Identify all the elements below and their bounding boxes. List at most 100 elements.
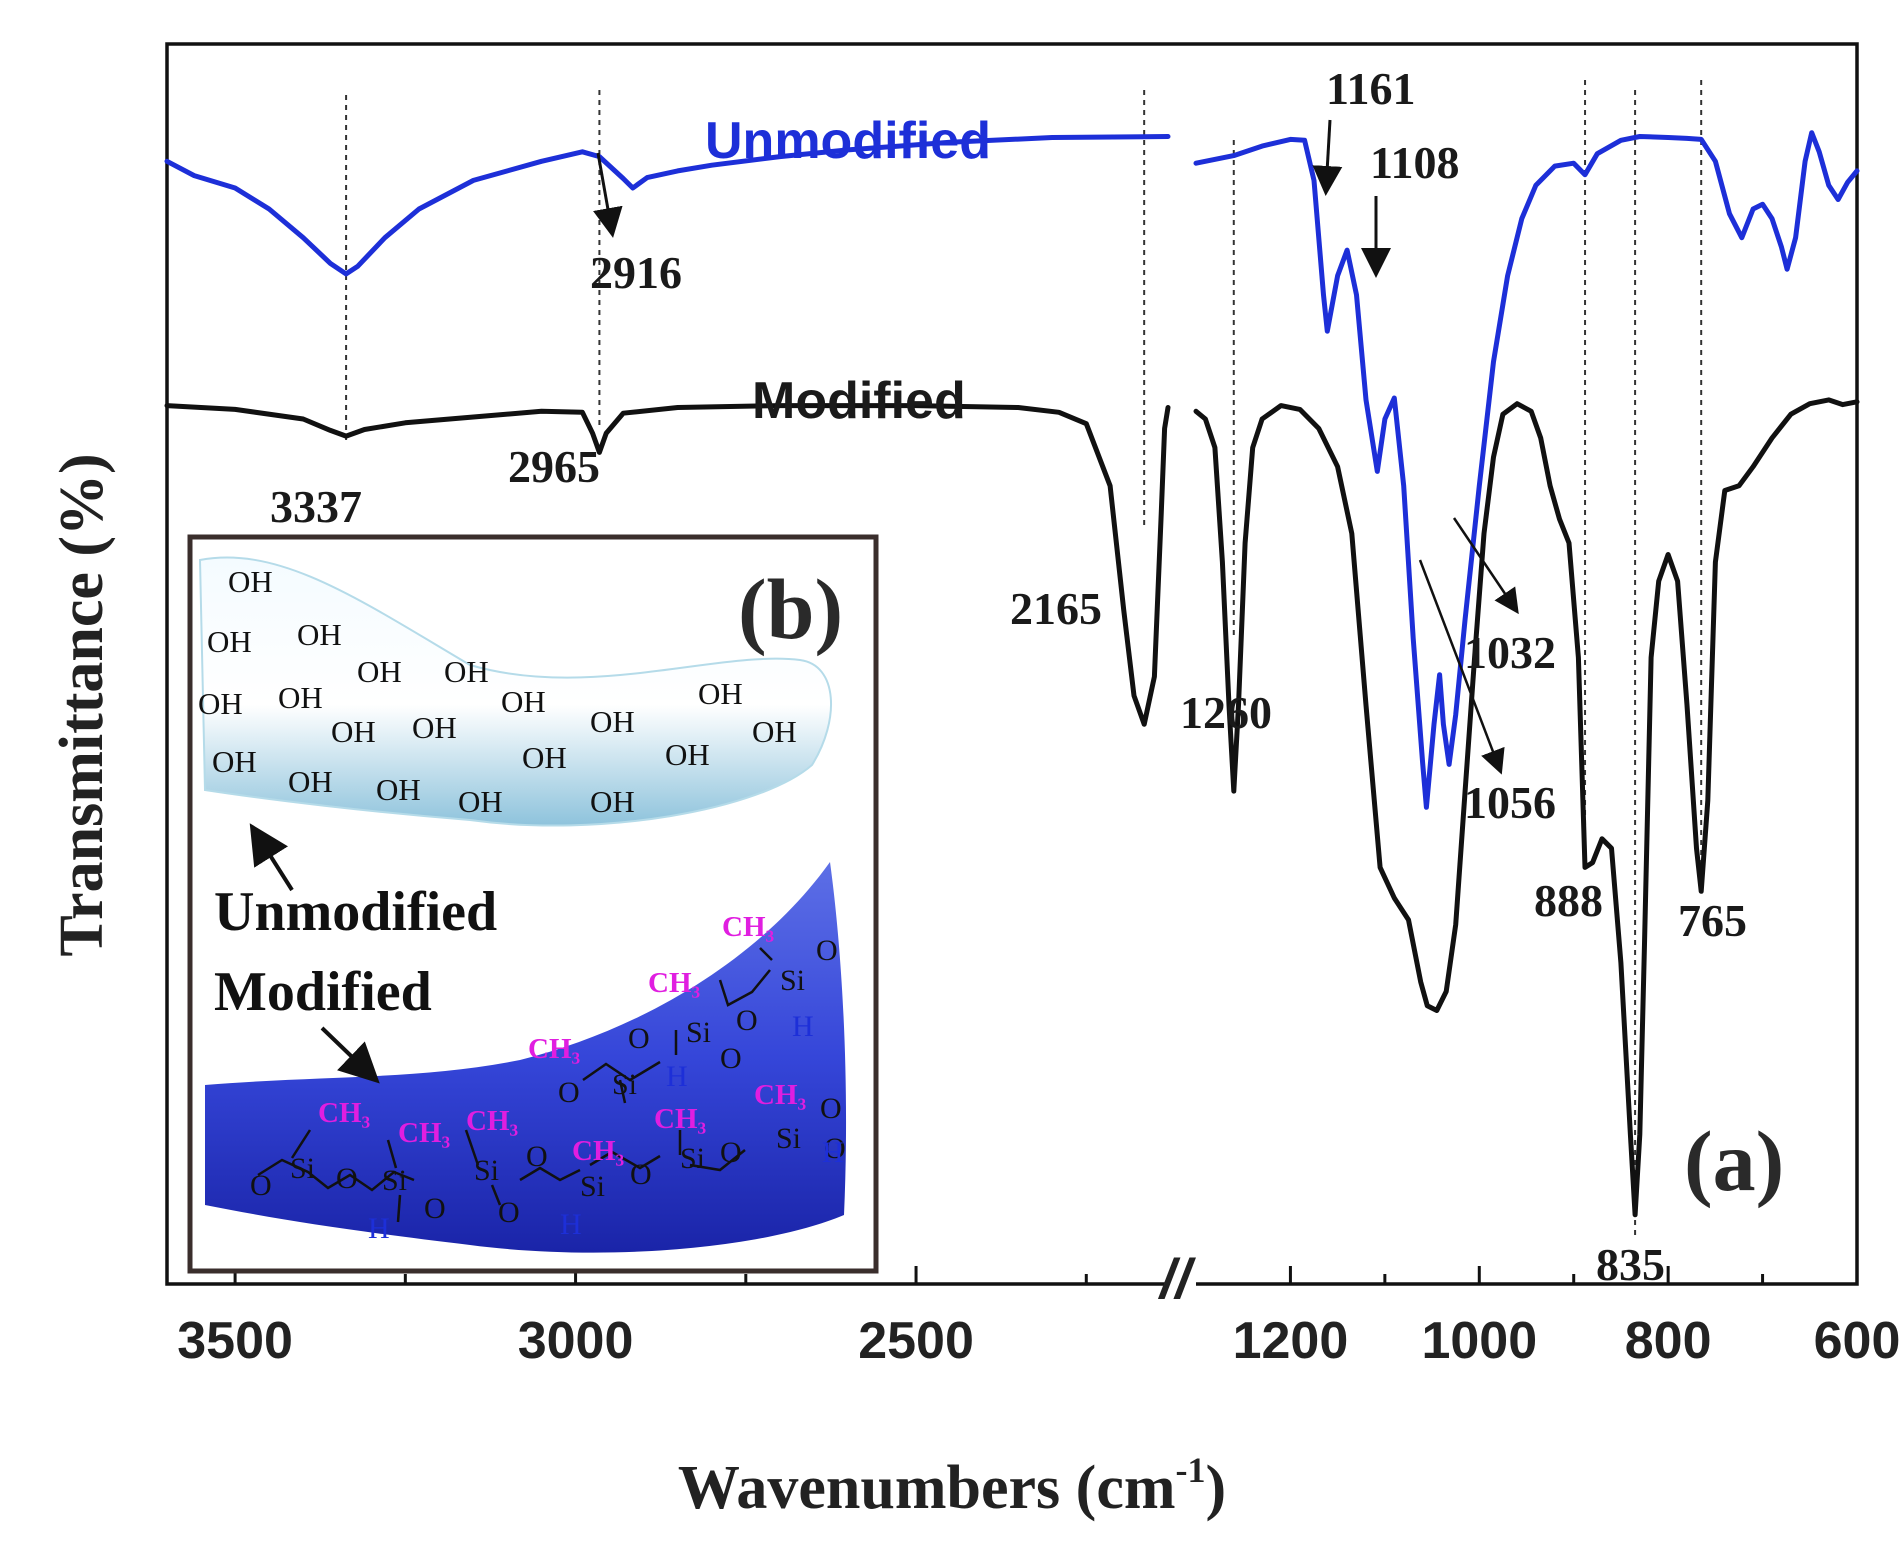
- peak-label-835: 835: [1596, 1239, 1665, 1290]
- oh-group: OH: [207, 624, 252, 659]
- o-atom: O: [250, 1169, 272, 1202]
- x-tick-label-800: 800: [1625, 1312, 1712, 1370]
- inset-label-modified: Modified: [214, 961, 432, 1023]
- arrow-1056: [1418, 559, 1505, 775]
- peak-label-1056: 1056: [1464, 777, 1556, 828]
- peak-label-765: 765: [1678, 895, 1747, 946]
- inset-label-unmodified: Unmodified: [214, 881, 497, 943]
- o-atom: O: [628, 1022, 650, 1055]
- oh-group: OH: [357, 654, 402, 689]
- oh-group: OH: [444, 654, 489, 689]
- series-line-unmodified-segment-2: [1193, 130, 1860, 810]
- oh-group: OH: [752, 714, 797, 749]
- oh-group: OH: [698, 676, 743, 711]
- ch3-group: CH₃: [722, 911, 775, 943]
- oh-group: OH: [331, 714, 376, 749]
- peak-label-888: 888: [1534, 875, 1603, 926]
- peak-label-1108: 1108: [1370, 137, 1459, 188]
- oxygen-atoms: O O O O O O O O O O O O O O: [250, 934, 846, 1229]
- oh-group: OH: [458, 784, 503, 819]
- oh-group: OH: [590, 784, 635, 819]
- o-atom: O: [630, 1158, 652, 1191]
- oh-group: OH: [278, 680, 323, 715]
- peak-label-2165: 2165: [1010, 583, 1102, 634]
- x-axis-title-close: ): [1206, 1454, 1227, 1522]
- si-atom: Si: [780, 964, 805, 997]
- inset-b: (b) OH OH OH OH OH OH OH OH OH OH OH OH …: [187, 534, 879, 1274]
- o-atom: O: [720, 1136, 742, 1169]
- o-atom: O: [558, 1076, 580, 1109]
- series-label-modified: Modified: [752, 372, 966, 430]
- oh-group: OH: [522, 740, 567, 775]
- o-atom: O: [736, 1004, 758, 1037]
- arrow-1161: [1312, 119, 1343, 196]
- ch3-group: CH₃: [648, 967, 701, 999]
- o-atom: O: [720, 1042, 742, 1075]
- o-atom: O: [526, 1140, 548, 1173]
- ch3-group: CH₃: [318, 1097, 371, 1129]
- unmodified-particle: [198, 556, 833, 827]
- series-line-modified-segment-1: [164, 403, 1171, 727]
- panel-label-a: (a): [1684, 1113, 1784, 1209]
- x-tick-label-3500: 3500: [177, 1312, 293, 1370]
- axis-break-gap: [1168, 1270, 1196, 1294]
- peak-label-1032: 1032: [1464, 627, 1556, 678]
- x-tick-label-1200: 1200: [1233, 1312, 1349, 1370]
- modified-particle: [205, 862, 847, 1253]
- inset-arrow-unmodified: [249, 823, 294, 892]
- oh-group: OH: [288, 764, 333, 799]
- arrow-2916: [593, 152, 623, 238]
- peak-label-1260: 1260: [1180, 687, 1272, 738]
- si-atom: Si: [290, 1152, 315, 1185]
- oh-group: OH: [412, 710, 457, 745]
- si-atom: Si: [580, 1170, 605, 1203]
- oh-group: OH: [198, 686, 243, 721]
- hydrogen-atoms: H H H H H: [368, 1010, 844, 1245]
- si-atom: Si: [612, 1068, 637, 1101]
- x-axis-title-main: Wavenumbers (cm: [678, 1454, 1176, 1522]
- peak-label-3337: 3337: [270, 481, 362, 532]
- series-layer: [164, 130, 1860, 1218]
- ch3-group: CH₃: [528, 1033, 581, 1065]
- axis-break-mark: //: [1157, 1247, 1197, 1310]
- hydroxyl-groups: OH OH OH OH OH OH OH OH OH OH OH OH OH O…: [198, 564, 797, 819]
- x-tick-label-3000: 3000: [518, 1312, 634, 1370]
- si-atom: Si: [382, 1164, 407, 1197]
- h-atom: H: [666, 1060, 688, 1093]
- oh-group: OH: [665, 737, 710, 772]
- x-axis-title-superscript: -1: [1176, 1450, 1206, 1490]
- h-atom: H: [368, 1212, 390, 1245]
- siloxane-bonds: [257, 947, 773, 1223]
- peak-label-2916: 2916: [590, 247, 682, 298]
- inset-panel-label: (b): [738, 561, 843, 657]
- plot-frame: [165, 42, 1859, 1286]
- oh-group: OH: [212, 744, 257, 779]
- x-ticks: 3500 3000 2500 1200 1000 800 600: [177, 1266, 1900, 1370]
- oh-group: OH: [501, 684, 546, 719]
- o-atom: O: [336, 1162, 358, 1195]
- o-atom: O: [424, 1192, 446, 1225]
- o-atom: O: [816, 934, 838, 967]
- ch3-group: CH₃: [572, 1135, 625, 1167]
- silicon-atoms: Si Si Si Si Si Si Si Si Si: [290, 964, 805, 1203]
- ch3-group: CH₃: [398, 1117, 451, 1149]
- series-line-modified-segment-2: [1193, 397, 1860, 1218]
- si-atom: Si: [680, 1142, 705, 1175]
- ch3-group: CH₃: [654, 1103, 707, 1135]
- h-atom: H: [560, 1208, 582, 1241]
- series-line-unmodified-segment-1: [164, 134, 1171, 277]
- y-axis-title: Transmittance (%): [48, 453, 116, 956]
- o-atom: O: [824, 1132, 846, 1165]
- arrow-1032: [1452, 517, 1519, 615]
- peak-reference-lines: [345, 80, 1703, 1235]
- h-atom: H: [792, 1010, 814, 1043]
- ch3-group: CH₃: [754, 1079, 807, 1111]
- methyl-groups: CH₃ CH₃ CH₃ CH₃ CH₃ CH₃ CH₃ CH₃ CH₃: [318, 911, 807, 1167]
- x-tick-label-1000: 1000: [1421, 1312, 1537, 1370]
- ch3-group: CH₃: [466, 1105, 519, 1137]
- x-tick-label-600: 600: [1814, 1312, 1901, 1370]
- series-label-unmodified: Unmodified: [705, 112, 991, 170]
- oh-group: OH: [376, 772, 421, 807]
- h-atom: H: [822, 1136, 844, 1169]
- inset-arrow-modified: [320, 1026, 380, 1084]
